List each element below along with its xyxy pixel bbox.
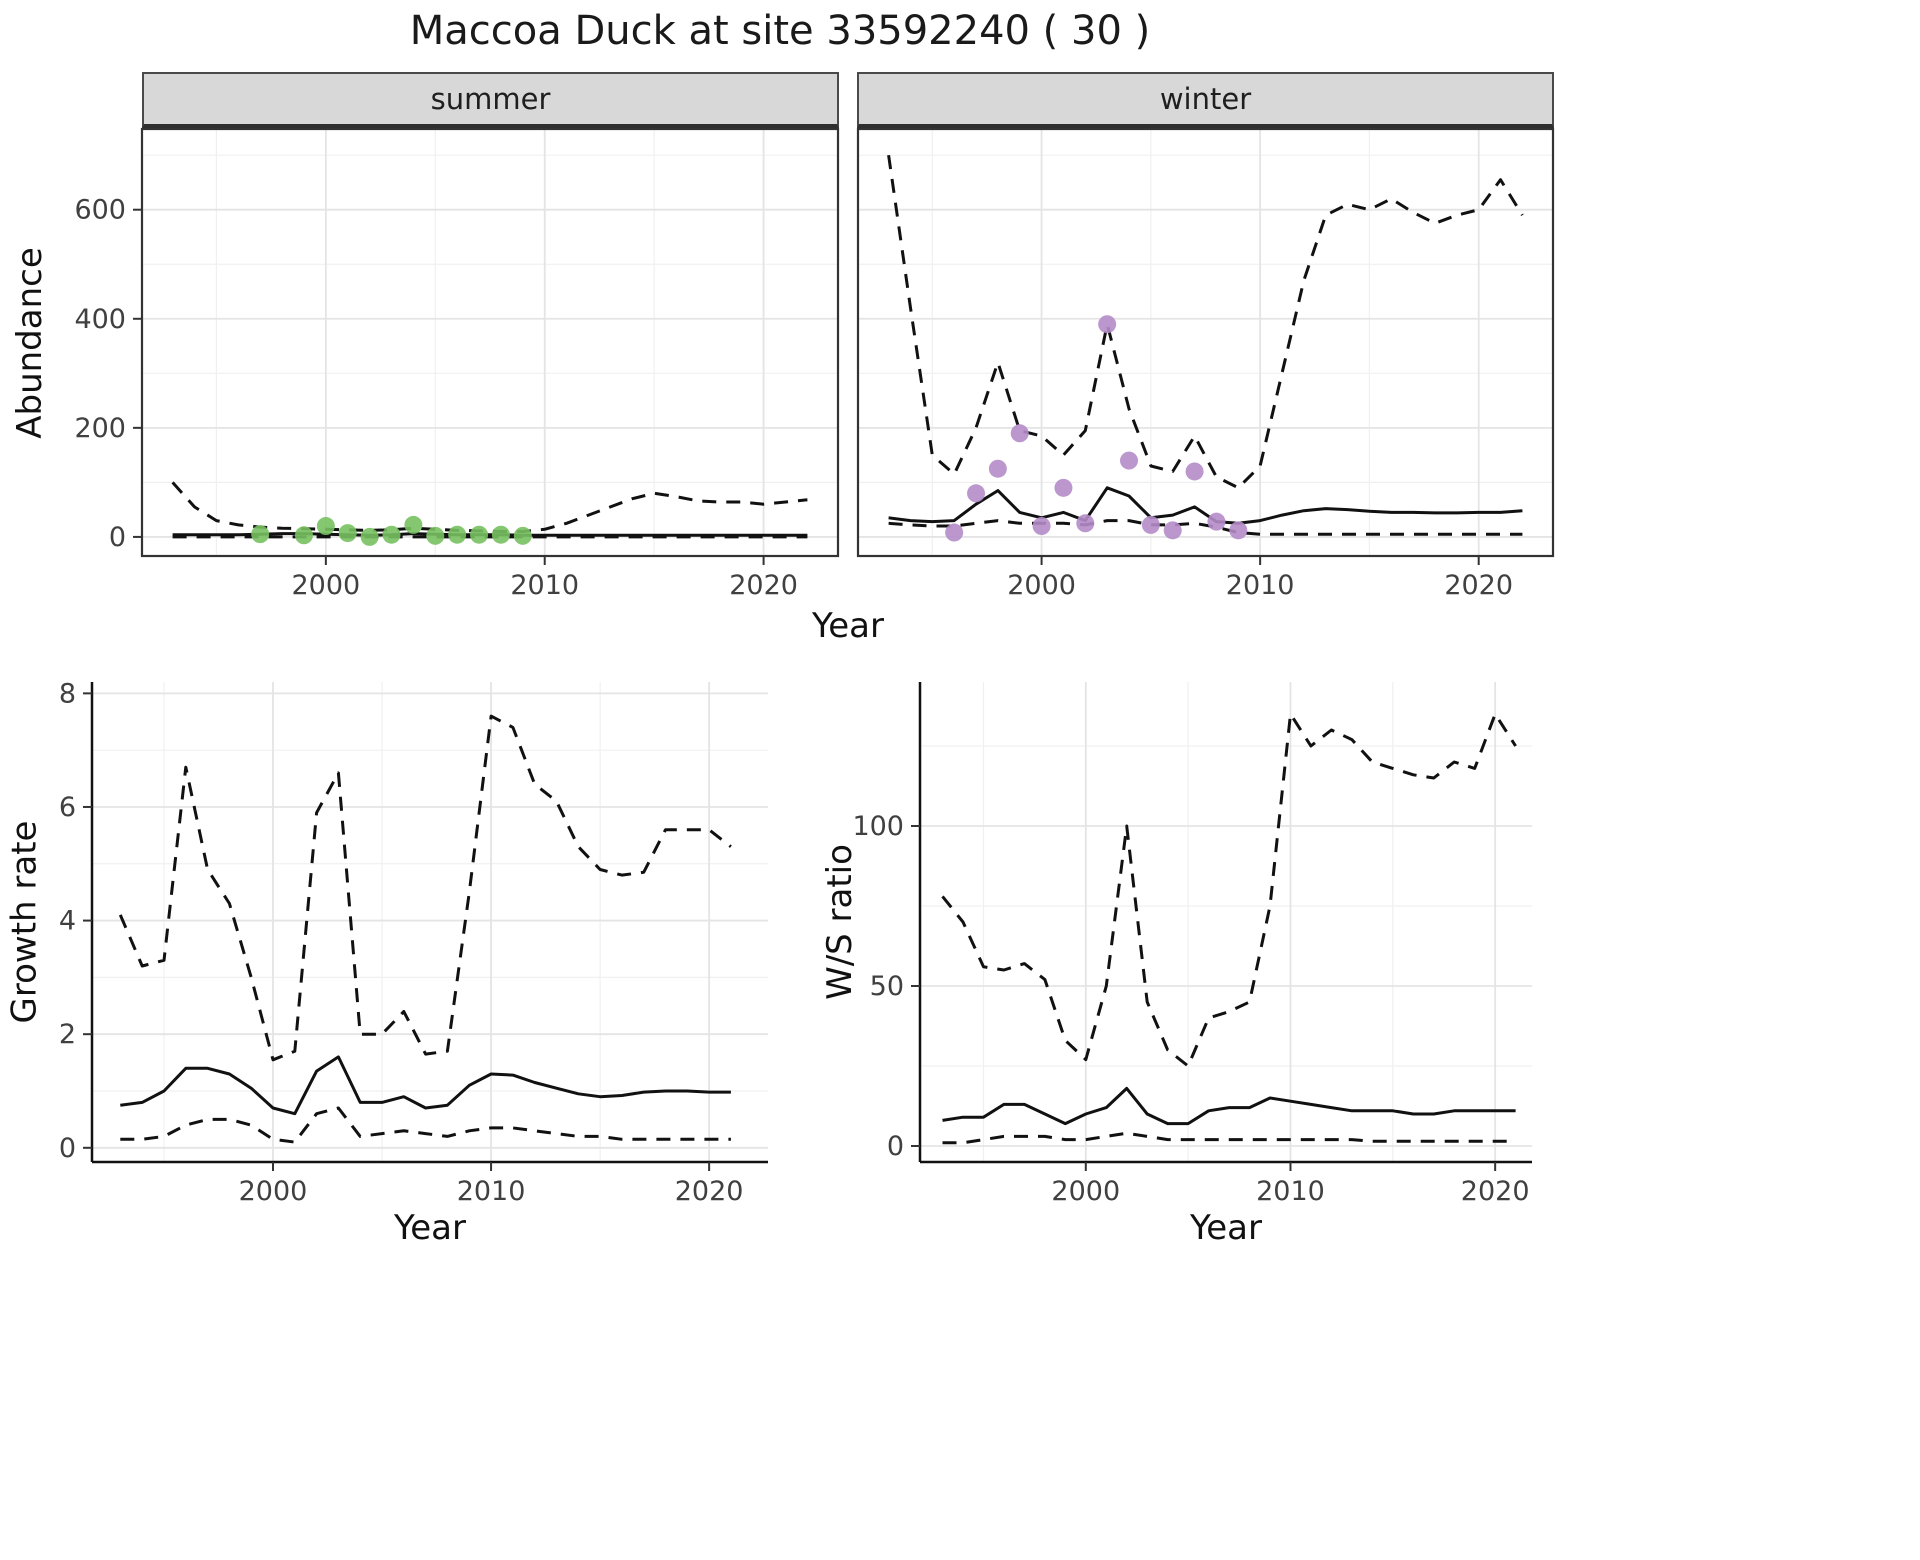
abundance-winter-plot: 2000 2010 2020: [856, 127, 1555, 601]
facet-strip-summer: summer: [142, 72, 839, 128]
svg-text:2010: 2010: [1256, 1176, 1325, 1207]
svg-text:2010: 2010: [1226, 570, 1295, 601]
svg-text:2020: 2020: [729, 570, 798, 601]
growth-rate-plot: 2000 2010 2020 0 2 4 6 8: [59, 678, 768, 1207]
y-axis-title-ws-ratio-text: W/S ratio: [820, 844, 861, 1000]
svg-text:50: 50: [870, 971, 904, 1002]
x-axis-title-ws-ratio: Year: [1190, 1208, 1262, 1248]
plot-title: Maccoa Duck at site 33592240 ( 30 ): [409, 8, 1151, 54]
svg-text:2010: 2010: [510, 570, 579, 601]
y-axis-title-growth-rate-text: Growth rate: [4, 820, 44, 1024]
svg-text:200: 200: [74, 413, 126, 444]
svg-text:2000: 2000: [291, 570, 360, 601]
svg-text:400: 400: [74, 304, 126, 335]
ws-ratio-plot: 2000 2010 2020 0 50 100: [852, 682, 1532, 1207]
svg-text:2020: 2020: [675, 1176, 744, 1207]
facet-strip-summer-label: summer: [430, 82, 551, 116]
facet-strip-winter-label: winter: [1159, 82, 1252, 116]
svg-text:6: 6: [59, 792, 76, 823]
figure: Maccoa Duck at site 33592240 ( 30 ) Abun…: [4, 8, 1555, 1248]
svg-text:100: 100: [852, 811, 904, 842]
facet-strip-winter: winter: [857, 72, 1554, 128]
svg-text:8: 8: [59, 678, 76, 709]
abundance-summer-plot: 2000 2010 2020 0 200 400 600: [74, 127, 840, 601]
y-axis-title-abundance-text: Abundance: [10, 247, 51, 439]
svg-text:4: 4: [59, 906, 76, 937]
x-axis-title-growth-rate: Year: [394, 1208, 466, 1248]
svg-text:2000: 2000: [1007, 570, 1076, 601]
svg-text:2020: 2020: [1444, 570, 1513, 601]
svg-text:0: 0: [109, 522, 126, 553]
x-axis-title-top: Year: [812, 606, 884, 646]
svg-text:0: 0: [887, 1131, 904, 1162]
svg-text:2020: 2020: [1461, 1176, 1530, 1207]
svg-text:2000: 2000: [239, 1176, 308, 1207]
svg-text:600: 600: [74, 195, 126, 226]
y-axis-title-abundance: Abundance: [8, 129, 52, 557]
svg-text:2000: 2000: [1051, 1176, 1120, 1207]
svg-text:2010: 2010: [457, 1176, 526, 1207]
svg-text:0: 0: [59, 1133, 76, 1164]
svg-text:2: 2: [59, 1019, 76, 1050]
